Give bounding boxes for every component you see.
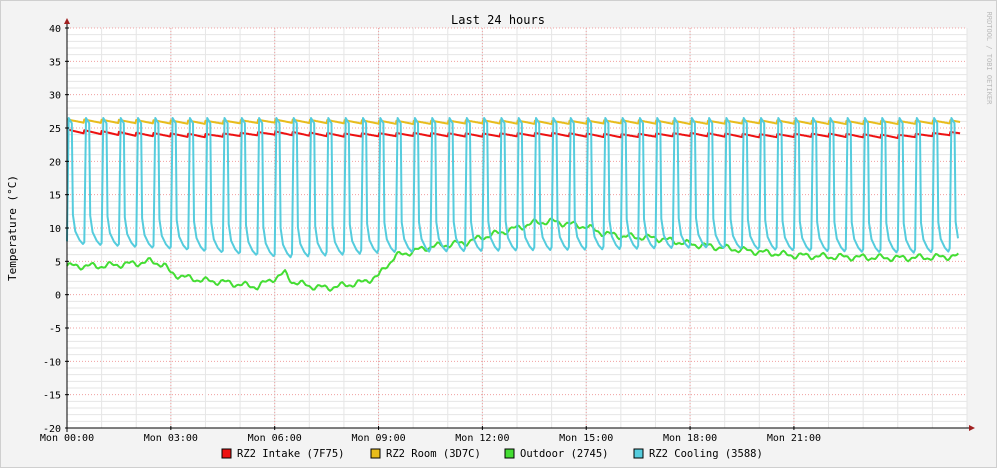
y-axis-arrow: [64, 18, 70, 24]
y-tick-label: -5: [49, 324, 61, 335]
x-tick-label: Mon 09:00: [351, 433, 405, 444]
y-tick-label: 25: [49, 124, 61, 135]
x-tick-label: Mon 18:00: [663, 433, 717, 444]
legend-label: RZ2 Intake (7F75): [237, 448, 344, 460]
x-tick-label: Mon 00:00: [40, 433, 94, 444]
series-line: [66, 128, 961, 139]
legend: RZ2 Intake (7F75) RZ2 Room (3D7C) Outdoor …: [221, 448, 763, 460]
x-tick-label: Mon 12:00: [455, 433, 509, 444]
axes: [64, 18, 975, 432]
series-lines: [66, 117, 961, 292]
series-line: [66, 117, 959, 259]
y-tick-label: 40: [49, 24, 61, 35]
series-line: [66, 118, 961, 125]
y-axis-label: Temperature (°C): [6, 175, 19, 281]
x-tick-label: Mon 03:00: [144, 433, 198, 444]
y-tick-label: -10: [43, 357, 61, 368]
x-tick-label: Mon 21:00: [767, 433, 821, 444]
y-tick-label: -15: [43, 391, 61, 402]
series-line: [66, 217, 959, 292]
y-tick-labels: 40 35 30 25 20 15 10 5 0 -5 -10 -15 -20: [43, 24, 61, 435]
y-tick-label: 20: [49, 157, 61, 168]
y-tick-label: 35: [49, 57, 61, 68]
legend-swatch: [633, 448, 644, 459]
y-tick-label: 10: [49, 224, 61, 235]
legend-label: RZ2 Cooling (3588): [649, 448, 763, 460]
y-tick-label: -20: [43, 424, 61, 435]
y-tick-label: 30: [49, 91, 61, 102]
legend-label: Outdoor (2745): [520, 448, 609, 460]
x-tick-label: Mon 15:00: [559, 433, 613, 444]
y-tick-label: 15: [49, 191, 61, 202]
legend-swatch: [221, 448, 232, 459]
y-tick-label: 0: [55, 291, 61, 302]
legend-swatch: [370, 448, 381, 459]
y-tick-label: 5: [55, 257, 61, 268]
legend-swatch: [504, 448, 515, 459]
legend-label: RZ2 Room (3D7C): [386, 448, 481, 460]
x-axis-arrow: [969, 425, 975, 431]
chart-title: Last 24 hours: [451, 13, 545, 27]
x-tick-label: Mon 06:00: [248, 433, 302, 444]
watermark: RRDTOOL / TOBI OETIKER: [985, 12, 993, 106]
x-tick-labels: Mon 00:00 Mon 03:00 Mon 06:00 Mon 09:00 Mon …: [40, 433, 821, 444]
